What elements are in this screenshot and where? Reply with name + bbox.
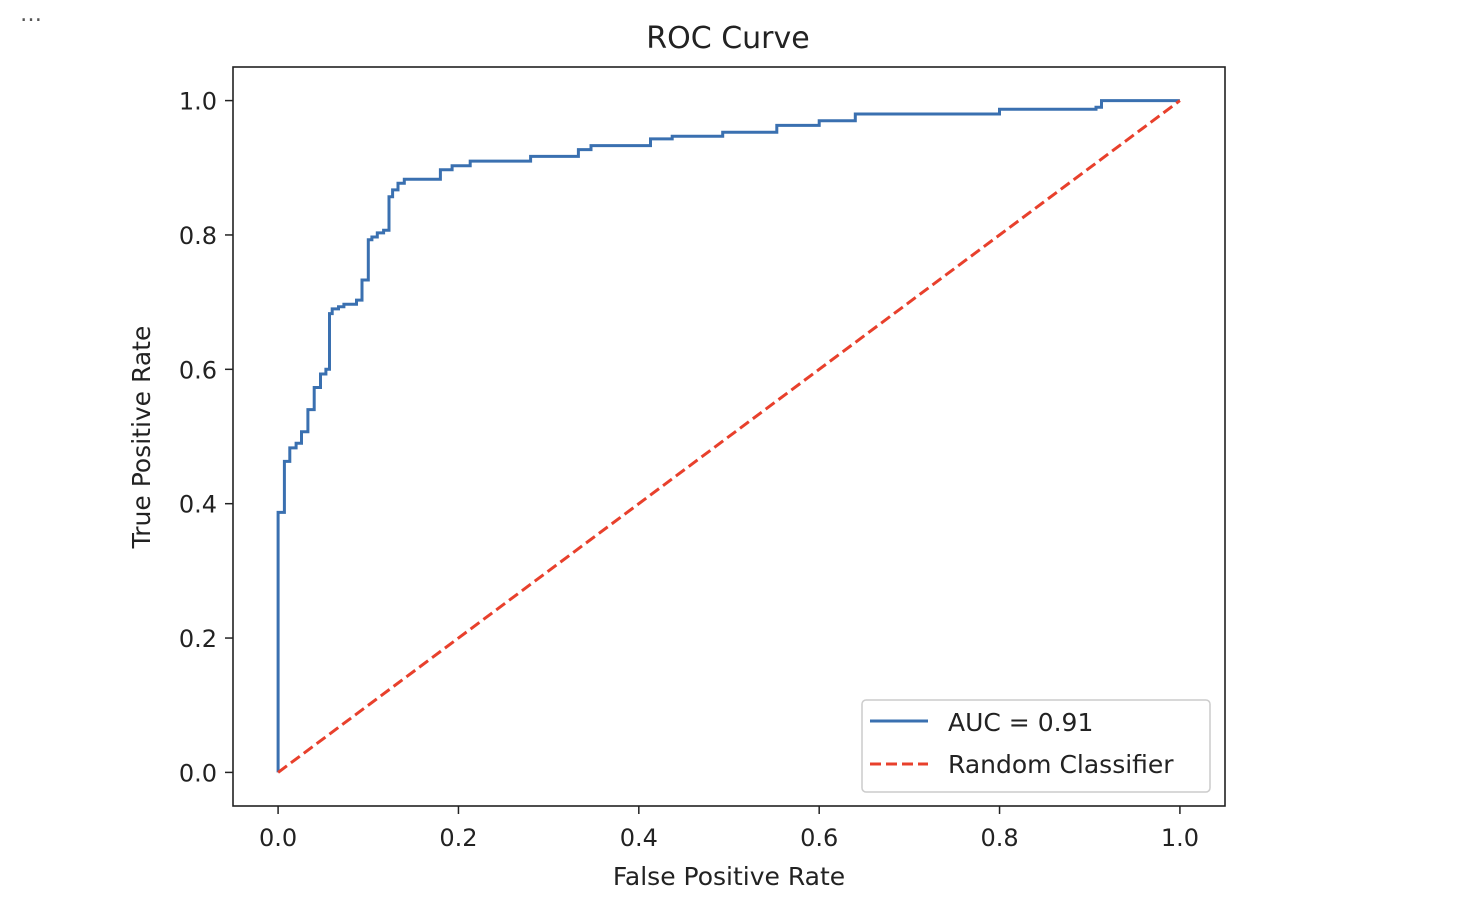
roc-curve-line (276, 99, 1180, 773)
x-tick-label: 0.8 (980, 824, 1018, 852)
legend-label-random: Random Classifier (948, 750, 1174, 779)
x-axis: 0.0 0.2 0.4 0.6 0.8 1.0 (259, 806, 1199, 852)
y-tick-label: 1.0 (179, 88, 217, 116)
y-axis-label: True Positive Rate (127, 326, 156, 550)
plot-area (276, 99, 1181, 774)
y-tick-label: 0.0 (179, 759, 217, 787)
x-tick-label: 0.4 (620, 824, 658, 852)
x-tick-label: 0.6 (800, 824, 838, 852)
legend: AUC = 0.91 Random Classifier (861, 699, 1211, 793)
y-axis: 0.0 0.2 0.4 0.6 0.8 1.0 (179, 88, 233, 787)
y-tick-label: 0.6 (179, 356, 217, 384)
x-axis-label: False Positive Rate (613, 862, 845, 891)
legend-box (861, 699, 1211, 793)
y-tick-label: 0.4 (179, 491, 217, 519)
legend-label-auc: AUC = 0.91 (948, 708, 1093, 737)
chart-title: ROC Curve (646, 21, 809, 56)
cell-more-button[interactable]: … (20, 2, 43, 27)
plot-frame (232, 66, 1226, 807)
y-tick-label: 0.8 (179, 222, 217, 250)
random-classifier-line (277, 99, 1181, 774)
x-tick-label: 0.0 (259, 824, 297, 852)
x-tick-label: 1.0 (1161, 824, 1199, 852)
y-tick-label: 0.2 (179, 625, 217, 653)
x-tick-label: 0.2 (439, 824, 477, 852)
